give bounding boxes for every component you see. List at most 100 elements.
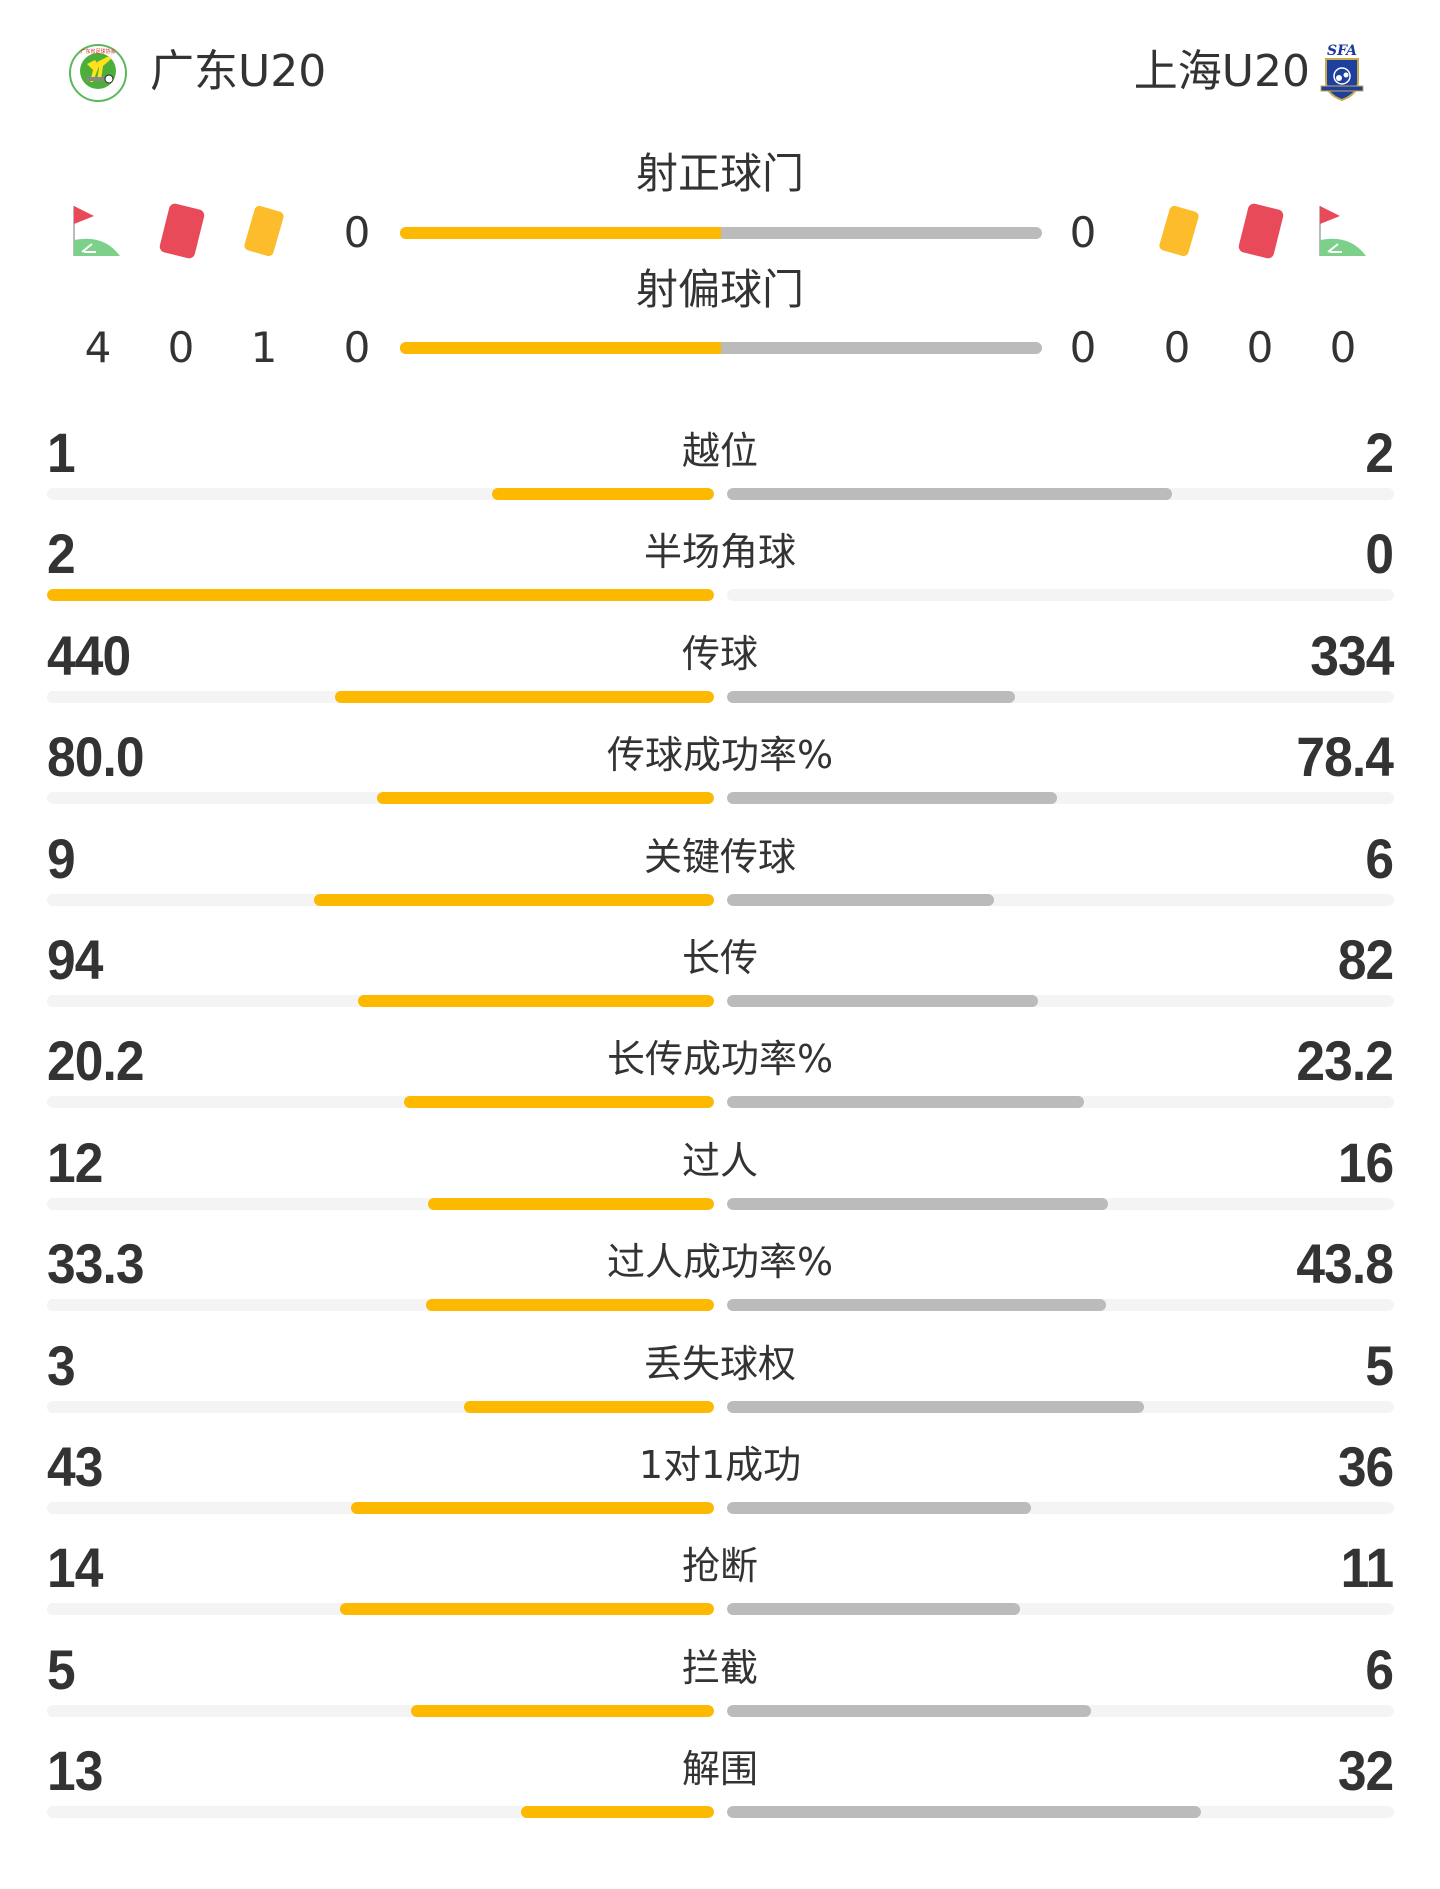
home-bar-track bbox=[47, 1603, 714, 1616]
away-bar-track bbox=[727, 1806, 1394, 1819]
home-bar-fill bbox=[521, 1806, 714, 1819]
away-bar-track bbox=[727, 1502, 1394, 1514]
stat-row-13: 13 解围 32 bbox=[0, 1741, 1440, 1841]
home-bar-fill bbox=[425, 1299, 714, 1312]
home-team-logo: 广东省足球协会 bbox=[69, 44, 127, 102]
stat-row-3: 80.0 传球成功率% 78.4 bbox=[0, 727, 1440, 827]
away-corners-count: 0 bbox=[1329, 323, 1357, 372]
stat-label: 抢断 bbox=[681, 1544, 758, 1589]
away-value: 6 bbox=[1365, 826, 1394, 890]
away-shots-on-target: 0 bbox=[1069, 208, 1097, 257]
away-value: 2 bbox=[1365, 421, 1394, 484]
home-bar-fill bbox=[377, 792, 714, 805]
away-bar-track bbox=[727, 1603, 1394, 1616]
home-bar-fill bbox=[340, 1603, 714, 1616]
stat-row-11: 14 抢断 11 bbox=[0, 1538, 1440, 1638]
away-team-logo: SFA bbox=[1316, 42, 1368, 104]
stat-row-9: 3 丢失球权 5 bbox=[0, 1333, 1440, 1436]
home-bar-track bbox=[47, 1096, 714, 1109]
home-value: 20.2 bbox=[47, 1029, 145, 1093]
home-value: 13 bbox=[47, 1739, 103, 1803]
home-bar-fill bbox=[410, 1704, 714, 1717]
home-value: 440 bbox=[47, 623, 131, 687]
away-value: 78.4 bbox=[1296, 725, 1394, 789]
home-bar-fill bbox=[47, 589, 714, 602]
stat-row-8: 33.3 过人成功率% 43.8 bbox=[0, 1234, 1440, 1334]
home-bar-fill bbox=[351, 1502, 714, 1514]
home-bar-track bbox=[47, 1806, 714, 1819]
stat-label: 拦截 bbox=[681, 1645, 758, 1690]
home-red-card-icon bbox=[154, 198, 208, 260]
home-value: 94 bbox=[47, 928, 103, 991]
stat-row-6: 20.2 长传成功率% 23.2 bbox=[0, 1031, 1440, 1131]
away-value: 23.2 bbox=[1296, 1029, 1394, 1093]
away-value: 32 bbox=[1337, 1739, 1394, 1803]
away-bar-fill bbox=[727, 1400, 1144, 1413]
away-bar-fill bbox=[727, 1502, 1032, 1514]
away-bar-fill bbox=[727, 893, 994, 906]
stat-row-7: 12 过人 16 bbox=[0, 1130, 1440, 1233]
shots-off-target-label: 射偏球门 bbox=[635, 265, 804, 314]
away-bar-fill bbox=[727, 488, 1172, 500]
away-bar-fill bbox=[727, 1603, 1021, 1616]
stat-label: 过人 bbox=[681, 1138, 758, 1183]
away-value: 5 bbox=[1365, 1333, 1394, 1397]
away-shots-off-target: 0 bbox=[1069, 323, 1097, 372]
home-bar-track bbox=[47, 1197, 714, 1210]
home-value: 2 bbox=[47, 522, 76, 586]
stat-label: 长传成功率% bbox=[606, 1037, 834, 1082]
home-value: 5 bbox=[47, 1637, 76, 1701]
away-bar-track bbox=[727, 792, 1394, 805]
guangdong-fa-logo-icon: 广东省足球协会 bbox=[69, 44, 127, 102]
stat-label: 传球 bbox=[681, 631, 758, 676]
stat-row-4: 9 关键传球 6 bbox=[0, 826, 1440, 929]
away-bar-fill bbox=[727, 1704, 1091, 1717]
home-bar-track bbox=[47, 690, 714, 703]
away-yellow-cards-count: 0 bbox=[1163, 323, 1191, 372]
away-bar-track bbox=[727, 488, 1394, 500]
away-value: 36 bbox=[1337, 1435, 1394, 1498]
stat-row-2: 440 传球 334 bbox=[0, 623, 1440, 726]
shots-off-target-home-fill bbox=[400, 342, 721, 354]
away-value: 16 bbox=[1337, 1130, 1394, 1194]
away-red-card-icon bbox=[1233, 198, 1287, 260]
away-bar-fill bbox=[727, 1197, 1108, 1210]
stat-label: 1对1成功 bbox=[638, 1443, 802, 1487]
away-value: 0 bbox=[1365, 522, 1394, 586]
away-value: 6 bbox=[1365, 1637, 1394, 1701]
stat-label: 丢失球权 bbox=[643, 1341, 796, 1386]
home-value: 1 bbox=[47, 421, 76, 484]
home-bar-fill bbox=[491, 488, 714, 500]
stat-row-5: 94 长传 82 bbox=[0, 930, 1440, 1030]
away-bar-fill bbox=[727, 1299, 1106, 1312]
stat-label: 传球成功率% bbox=[606, 733, 834, 778]
home-shots-off-target: 0 bbox=[343, 323, 371, 372]
away-bar-track bbox=[727, 1400, 1394, 1413]
home-bar-track bbox=[47, 589, 714, 602]
svg-text:SFA: SFA bbox=[1327, 43, 1357, 59]
home-value: 43 bbox=[47, 1435, 103, 1498]
stat-row-10: 43 1对1成功 36 bbox=[0, 1437, 1440, 1537]
stat-label: 越位 bbox=[681, 429, 758, 473]
home-value: 12 bbox=[47, 1130, 103, 1194]
away-bar-track bbox=[727, 1299, 1394, 1312]
home-bar-track bbox=[47, 1299, 714, 1312]
away-bar-fill bbox=[727, 690, 1016, 703]
home-bar-track bbox=[47, 488, 714, 500]
home-value: 14 bbox=[47, 1536, 103, 1600]
stat-row-0: 1 越位 2 bbox=[0, 423, 1440, 523]
away-value: 334 bbox=[1309, 623, 1394, 687]
home-bar-fill bbox=[427, 1197, 714, 1210]
stat-label: 长传 bbox=[681, 936, 758, 980]
home-bar-fill bbox=[313, 893, 714, 906]
svg-text:广东省足球协会: 广东省足球协会 bbox=[80, 48, 115, 55]
stat-label: 关键传球 bbox=[643, 834, 796, 879]
home-bar-fill bbox=[463, 1400, 714, 1413]
home-bar-track bbox=[47, 1502, 714, 1514]
away-value: 82 bbox=[1337, 928, 1394, 991]
home-bar-fill bbox=[335, 690, 714, 703]
away-bar-track bbox=[727, 690, 1394, 703]
stat-row-12: 5 拦截 6 bbox=[0, 1637, 1440, 1740]
away-bar-track bbox=[727, 589, 1394, 602]
shots-on-target-label: 射正球门 bbox=[635, 149, 804, 198]
